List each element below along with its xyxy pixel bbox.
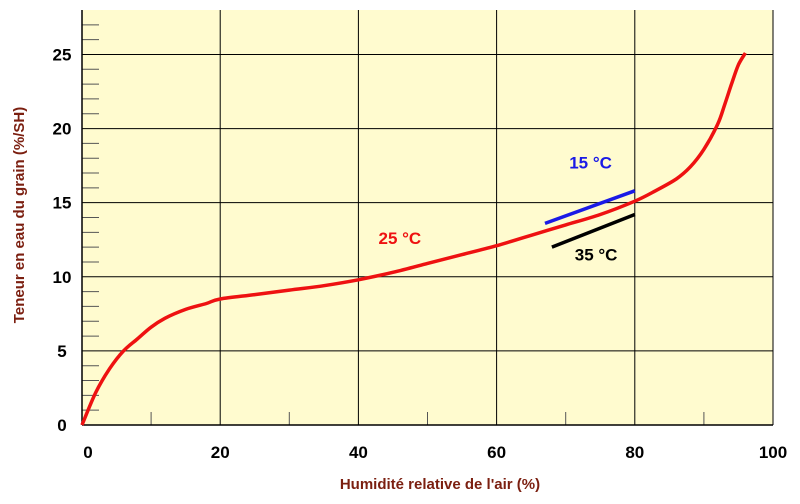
x-tick-labels: 0 20 40 60 80 100 [83, 443, 787, 462]
series-line-0 [80, 52, 747, 426]
series-line-1 [544, 189, 636, 226]
series-label: 35 °C [575, 245, 618, 264]
y-tick-label: 0 [57, 416, 66, 435]
grid-lines [81, 10, 774, 426]
y-tick-label: 10 [53, 268, 72, 287]
y-axis-title: Teneur en eau du grain (%/SH) [11, 107, 28, 323]
x-tick-label: 0 [83, 443, 92, 462]
y-tick-label: 20 [53, 120, 72, 139]
y-tick-label: 15 [53, 194, 72, 213]
x-tick-label: 20 [211, 443, 230, 462]
annotation-layer: 25 °C 15 °C 35 °C [379, 154, 618, 265]
series-label: 15 °C [569, 154, 612, 173]
x-tick-label: 100 [759, 443, 787, 462]
plot-area [82, 10, 773, 425]
x-tick-label: 80 [625, 443, 644, 462]
y-tick-label: 5 [57, 342, 66, 361]
x-tick-label: 60 [487, 443, 506, 462]
y-tick-labels: 0 5 10 15 20 25 [53, 45, 72, 435]
series-layer [80, 52, 747, 426]
x-tick-label: 40 [349, 443, 368, 462]
y-tick-label: 25 [53, 45, 72, 64]
series-label: 25 °C [379, 229, 422, 248]
x-axis-title: Humidité relative de l'air (%) [340, 476, 540, 493]
series-line-2 [551, 212, 636, 249]
minor-ticks [82, 24, 705, 425]
